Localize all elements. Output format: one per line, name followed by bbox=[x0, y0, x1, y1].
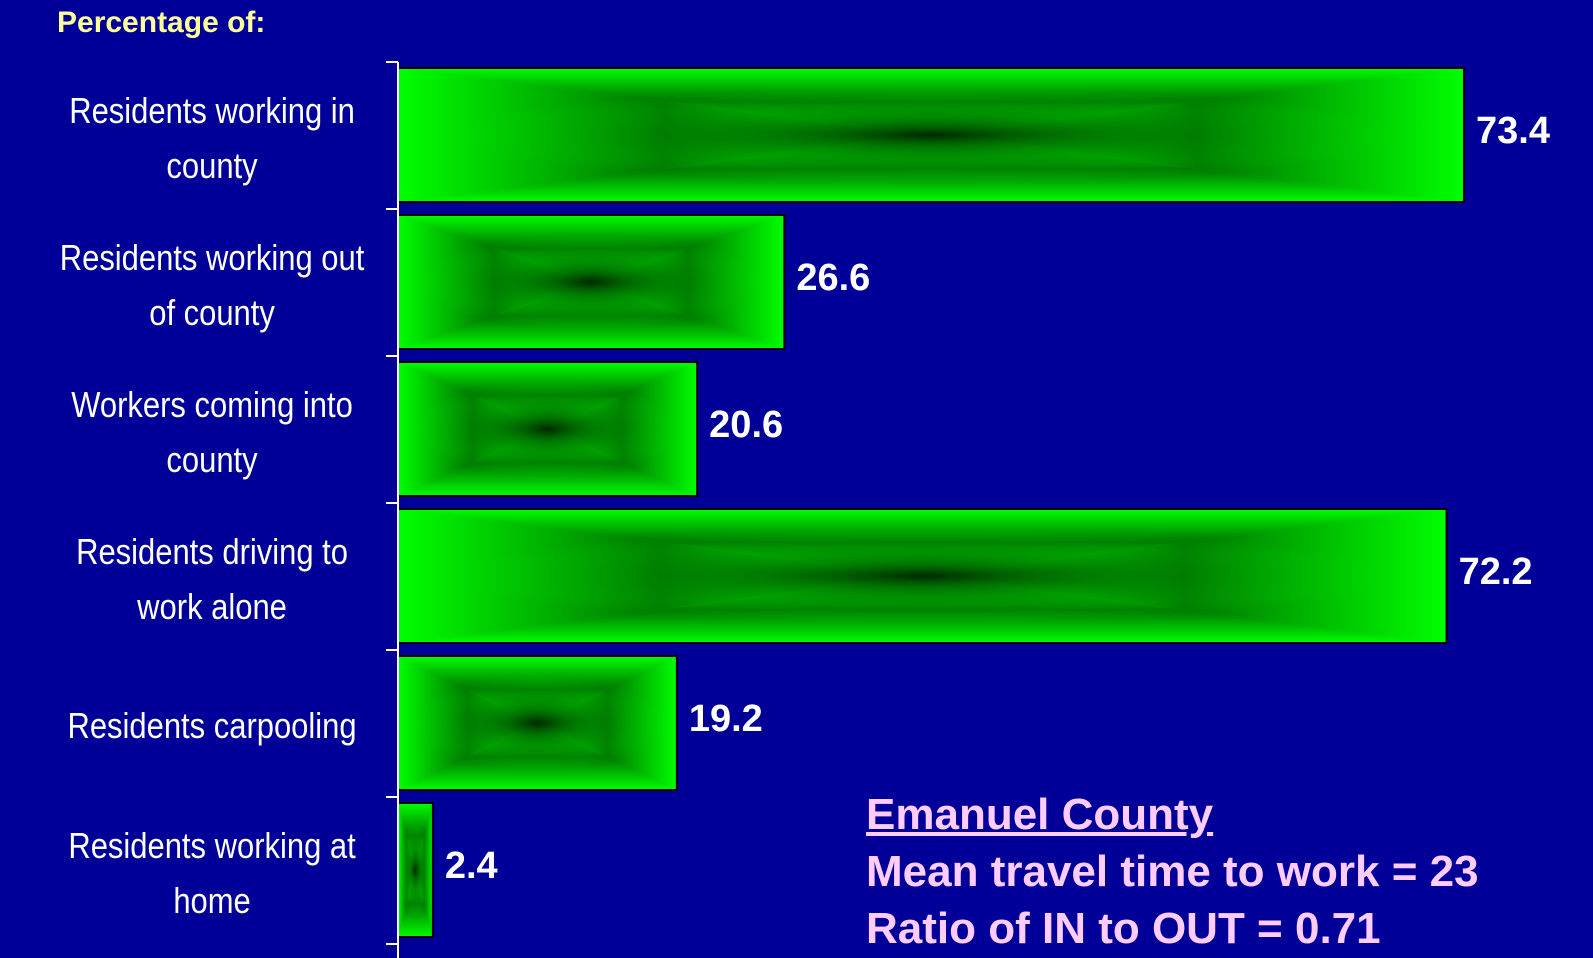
category-label: Residents working at home bbox=[68, 824, 356, 921]
county-info-box: Emanuel County Mean travel time to work … bbox=[866, 786, 1479, 957]
bar-1 bbox=[397, 67, 1465, 203]
bar-2 bbox=[397, 214, 786, 350]
value-label: 20.6 bbox=[709, 404, 784, 446]
chart-subtitle: Percentage of: bbox=[57, 6, 266, 39]
value-label: 2.4 bbox=[444, 845, 498, 887]
value-label: 72.2 bbox=[1458, 551, 1533, 593]
category-label: Residents driving to work alone bbox=[76, 530, 348, 627]
mean-travel-time: Mean travel time to work = 23 bbox=[866, 847, 1479, 896]
value-label: 73.4 bbox=[1476, 110, 1550, 152]
bar-6 bbox=[397, 802, 434, 938]
category-label: Workers coming into county bbox=[71, 383, 353, 480]
value-label: 19.2 bbox=[688, 698, 763, 740]
bar-5 bbox=[397, 655, 678, 791]
category-label: Residents carpooling bbox=[67, 705, 357, 746]
in-out-ratio: Ratio of IN to OUT = 0.71 bbox=[866, 904, 1381, 953]
bar-4 bbox=[397, 508, 1448, 644]
category-label: Residents working in county bbox=[69, 89, 355, 186]
value-label: 26.6 bbox=[796, 257, 871, 299]
county-name: Emanuel County bbox=[866, 790, 1214, 839]
bar-3 bbox=[397, 361, 699, 497]
category-label: Residents working out of county bbox=[59, 236, 365, 333]
